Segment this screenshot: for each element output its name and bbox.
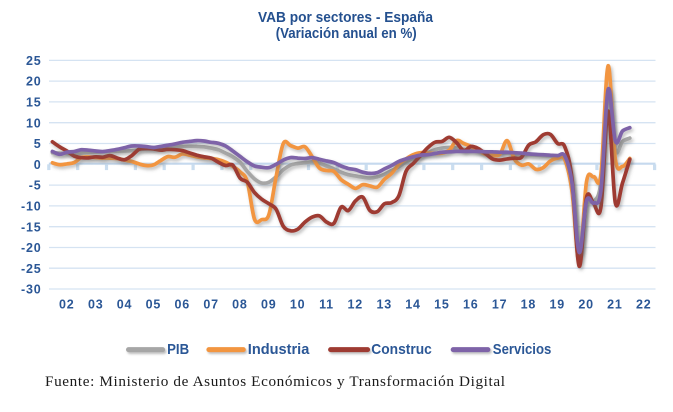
svg-text:06: 06 [174, 298, 190, 312]
svg-text:05: 05 [146, 298, 162, 312]
svg-text:VAB por sectores - España: VAB por sectores - España [258, 10, 434, 26]
svg-text:-15: -15 [21, 220, 41, 234]
svg-text:0: 0 [34, 158, 42, 172]
svg-text:10: 10 [290, 298, 306, 312]
svg-text:03: 03 [88, 298, 104, 312]
svg-text:14: 14 [405, 298, 421, 312]
svg-text:Construc: Construc [371, 342, 432, 358]
svg-text:19: 19 [549, 298, 565, 312]
svg-text:-30: -30 [21, 283, 41, 297]
svg-text:07: 07 [203, 298, 219, 312]
svg-text:04: 04 [117, 298, 133, 312]
svg-text:15: 15 [434, 298, 450, 312]
svg-text:10: 10 [26, 116, 42, 130]
svg-text:Fuente: Ministerio de Asuntos: Fuente: Ministerio de Asuntos Económicos… [45, 373, 505, 390]
svg-text:22: 22 [636, 298, 652, 312]
svg-text:15: 15 [26, 96, 42, 110]
svg-text:(Variación anual en %): (Variación anual en %) [276, 26, 417, 42]
svg-text:09: 09 [261, 298, 277, 312]
svg-text:18: 18 [521, 298, 537, 312]
svg-text:5: 5 [34, 137, 42, 151]
svg-text:PIB: PIB [167, 342, 189, 358]
svg-text:20: 20 [578, 298, 594, 312]
svg-text:-20: -20 [21, 241, 41, 255]
svg-text:16: 16 [463, 298, 479, 312]
svg-text:13: 13 [376, 298, 392, 312]
svg-text:11: 11 [319, 298, 334, 312]
svg-text:21: 21 [607, 298, 623, 312]
svg-text:25: 25 [26, 54, 42, 68]
svg-text:02: 02 [59, 298, 75, 312]
svg-text:12: 12 [348, 298, 364, 312]
svg-text:-25: -25 [21, 262, 41, 276]
svg-text:-5: -5 [29, 179, 42, 193]
svg-text:Servicios: Servicios [493, 342, 552, 358]
svg-text:20: 20 [26, 75, 42, 89]
svg-text:-10: -10 [21, 200, 41, 214]
svg-text:Industria: Industria [248, 342, 310, 358]
svg-text:08: 08 [232, 298, 248, 312]
svg-text:17: 17 [492, 298, 508, 312]
